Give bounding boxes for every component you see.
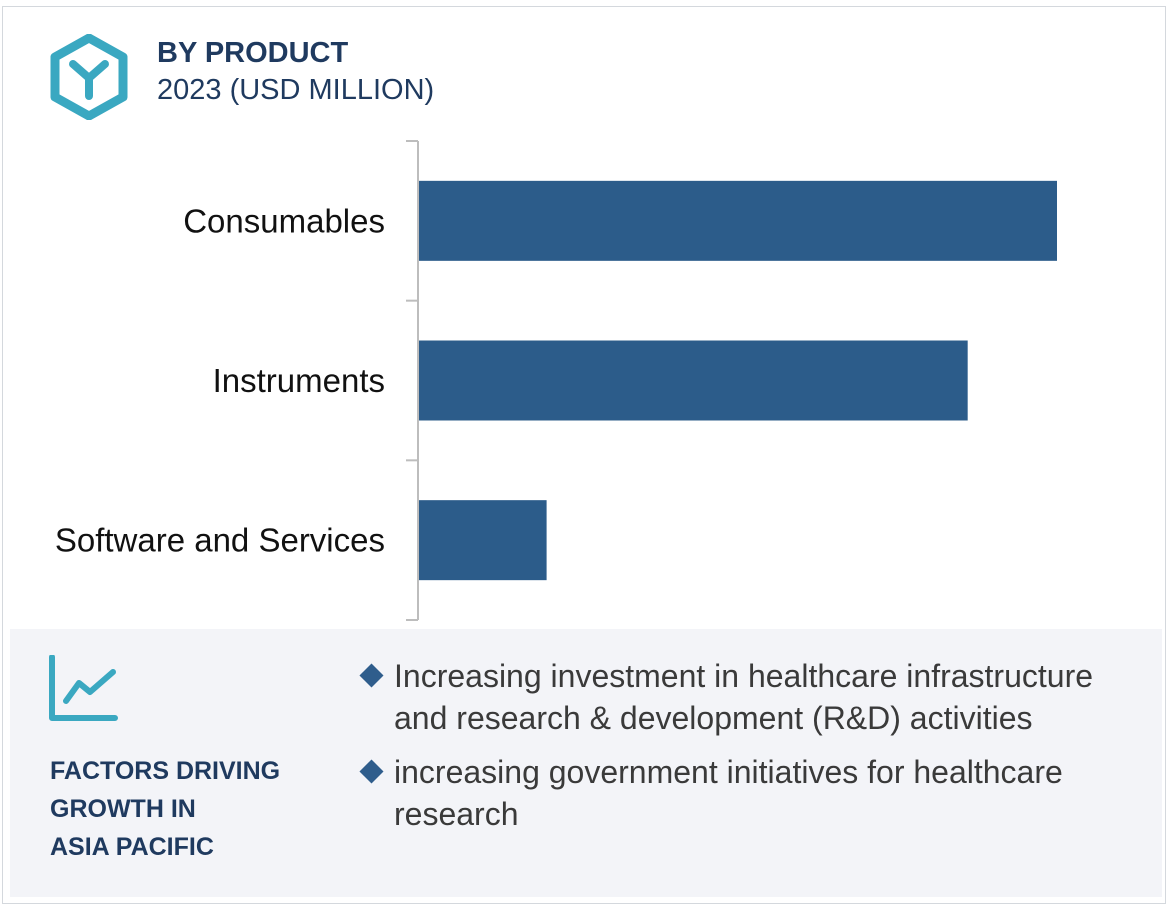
bar [419, 180, 1057, 261]
factors-list: Increasing investment in healthcare infr… [358, 655, 1148, 847]
hexagon-y-icon [50, 34, 128, 120]
factors-title-line: GROWTH IN [50, 795, 196, 823]
bar [419, 500, 547, 581]
factor-text: increasing government initiatives for he… [394, 754, 1063, 832]
category-label: Instruments [213, 362, 385, 399]
bar-chart: Consumables Instruments Software and Servi… [55, 140, 1057, 621]
chart-title: BY PRODUCT [157, 37, 349, 69]
category-label: Consumables [183, 202, 385, 239]
factor-item: increasing government initiatives for he… [358, 751, 1148, 835]
bar [419, 340, 968, 421]
diamond-bullet-icon [359, 663, 384, 688]
factors-title: FACTORS DRIVING GROWTH IN ASIA PACIFIC [50, 752, 330, 866]
factor-text: Increasing investment in healthcare infr… [394, 658, 1094, 736]
chart-subtitle: 2023 (USD MILLION) [157, 74, 435, 106]
line-chart-icon [49, 655, 118, 721]
factors-title-line: ASIA PACIFIC [50, 833, 214, 861]
diamond-bullet-icon [359, 759, 384, 784]
factors-panel [10, 629, 1162, 897]
factors-title-line: FACTORS DRIVING [50, 757, 281, 785]
category-label: Software and Services [55, 522, 385, 559]
factor-item: Increasing investment in healthcare infr… [358, 655, 1148, 739]
